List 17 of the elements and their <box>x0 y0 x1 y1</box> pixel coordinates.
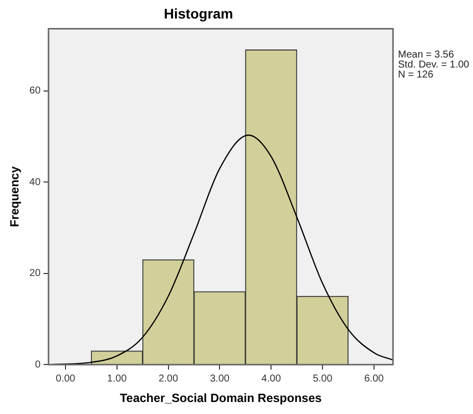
text: N = 126 <box>398 70 434 81</box>
x-tick-label: 2.00 <box>158 373 178 384</box>
chart-title: Histogram <box>164 5 234 22</box>
y-axis-title: Frequency <box>8 166 22 228</box>
y-tick-label: 60 <box>29 86 41 97</box>
x-tick-label: 5.00 <box>312 373 333 384</box>
x-tick-label: 6.00 <box>364 373 384 384</box>
x-tick-label: 1.00 <box>107 373 128 384</box>
y-tick-label: 0 <box>34 359 41 370</box>
x-axis-title: Teacher_Social Domain Responses <box>120 391 322 406</box>
x-tick-label: 4.00 <box>261 373 282 384</box>
x-tick-label: 3.00 <box>210 373 230 384</box>
y-tick-label: 20 <box>29 268 41 280</box>
text: Mean = 3.56 <box>398 50 454 61</box>
x-tick-label: 0.00 <box>56 373 76 384</box>
text: Std. Dev. = 1.00 <box>398 60 470 71</box>
y-tick-label: 40 <box>29 176 41 188</box>
